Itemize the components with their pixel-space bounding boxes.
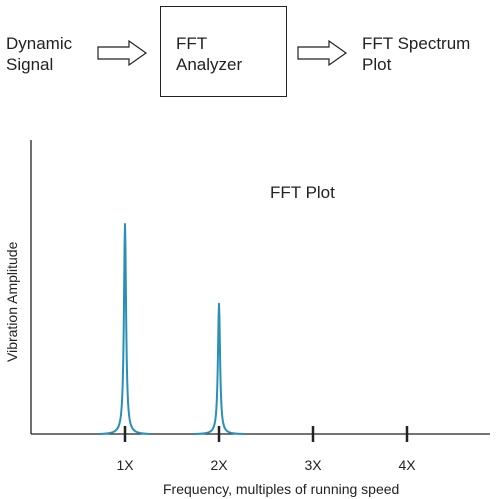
x-tick-label-3x: 3X bbox=[304, 457, 322, 473]
flow-input-label: Dynamic Signal bbox=[6, 34, 73, 74]
x-tick-label-4x: 4X bbox=[398, 457, 416, 473]
x-axis-label: Frequency, multiples of running speed bbox=[163, 481, 399, 497]
fft-analyzer-box bbox=[160, 6, 287, 97]
spectrum-peak-1 bbox=[98, 223, 152, 435]
chart-title: FFT Plot bbox=[270, 183, 335, 202]
fft-spectrum-plot-label: FFT Spectrum Plot bbox=[362, 34, 471, 74]
right-arrow-icon bbox=[97, 39, 148, 67]
spectrum-peak-2 bbox=[192, 302, 246, 435]
y-axis-label: Vibration Amplitude bbox=[4, 241, 20, 362]
x-tick-label-2x: 2X bbox=[210, 457, 228, 473]
x-tick-label-1x: 1X bbox=[116, 457, 134, 473]
fft-analyzer-label: FFT Analyzer bbox=[176, 34, 243, 74]
right-arrow-icon bbox=[297, 39, 348, 67]
